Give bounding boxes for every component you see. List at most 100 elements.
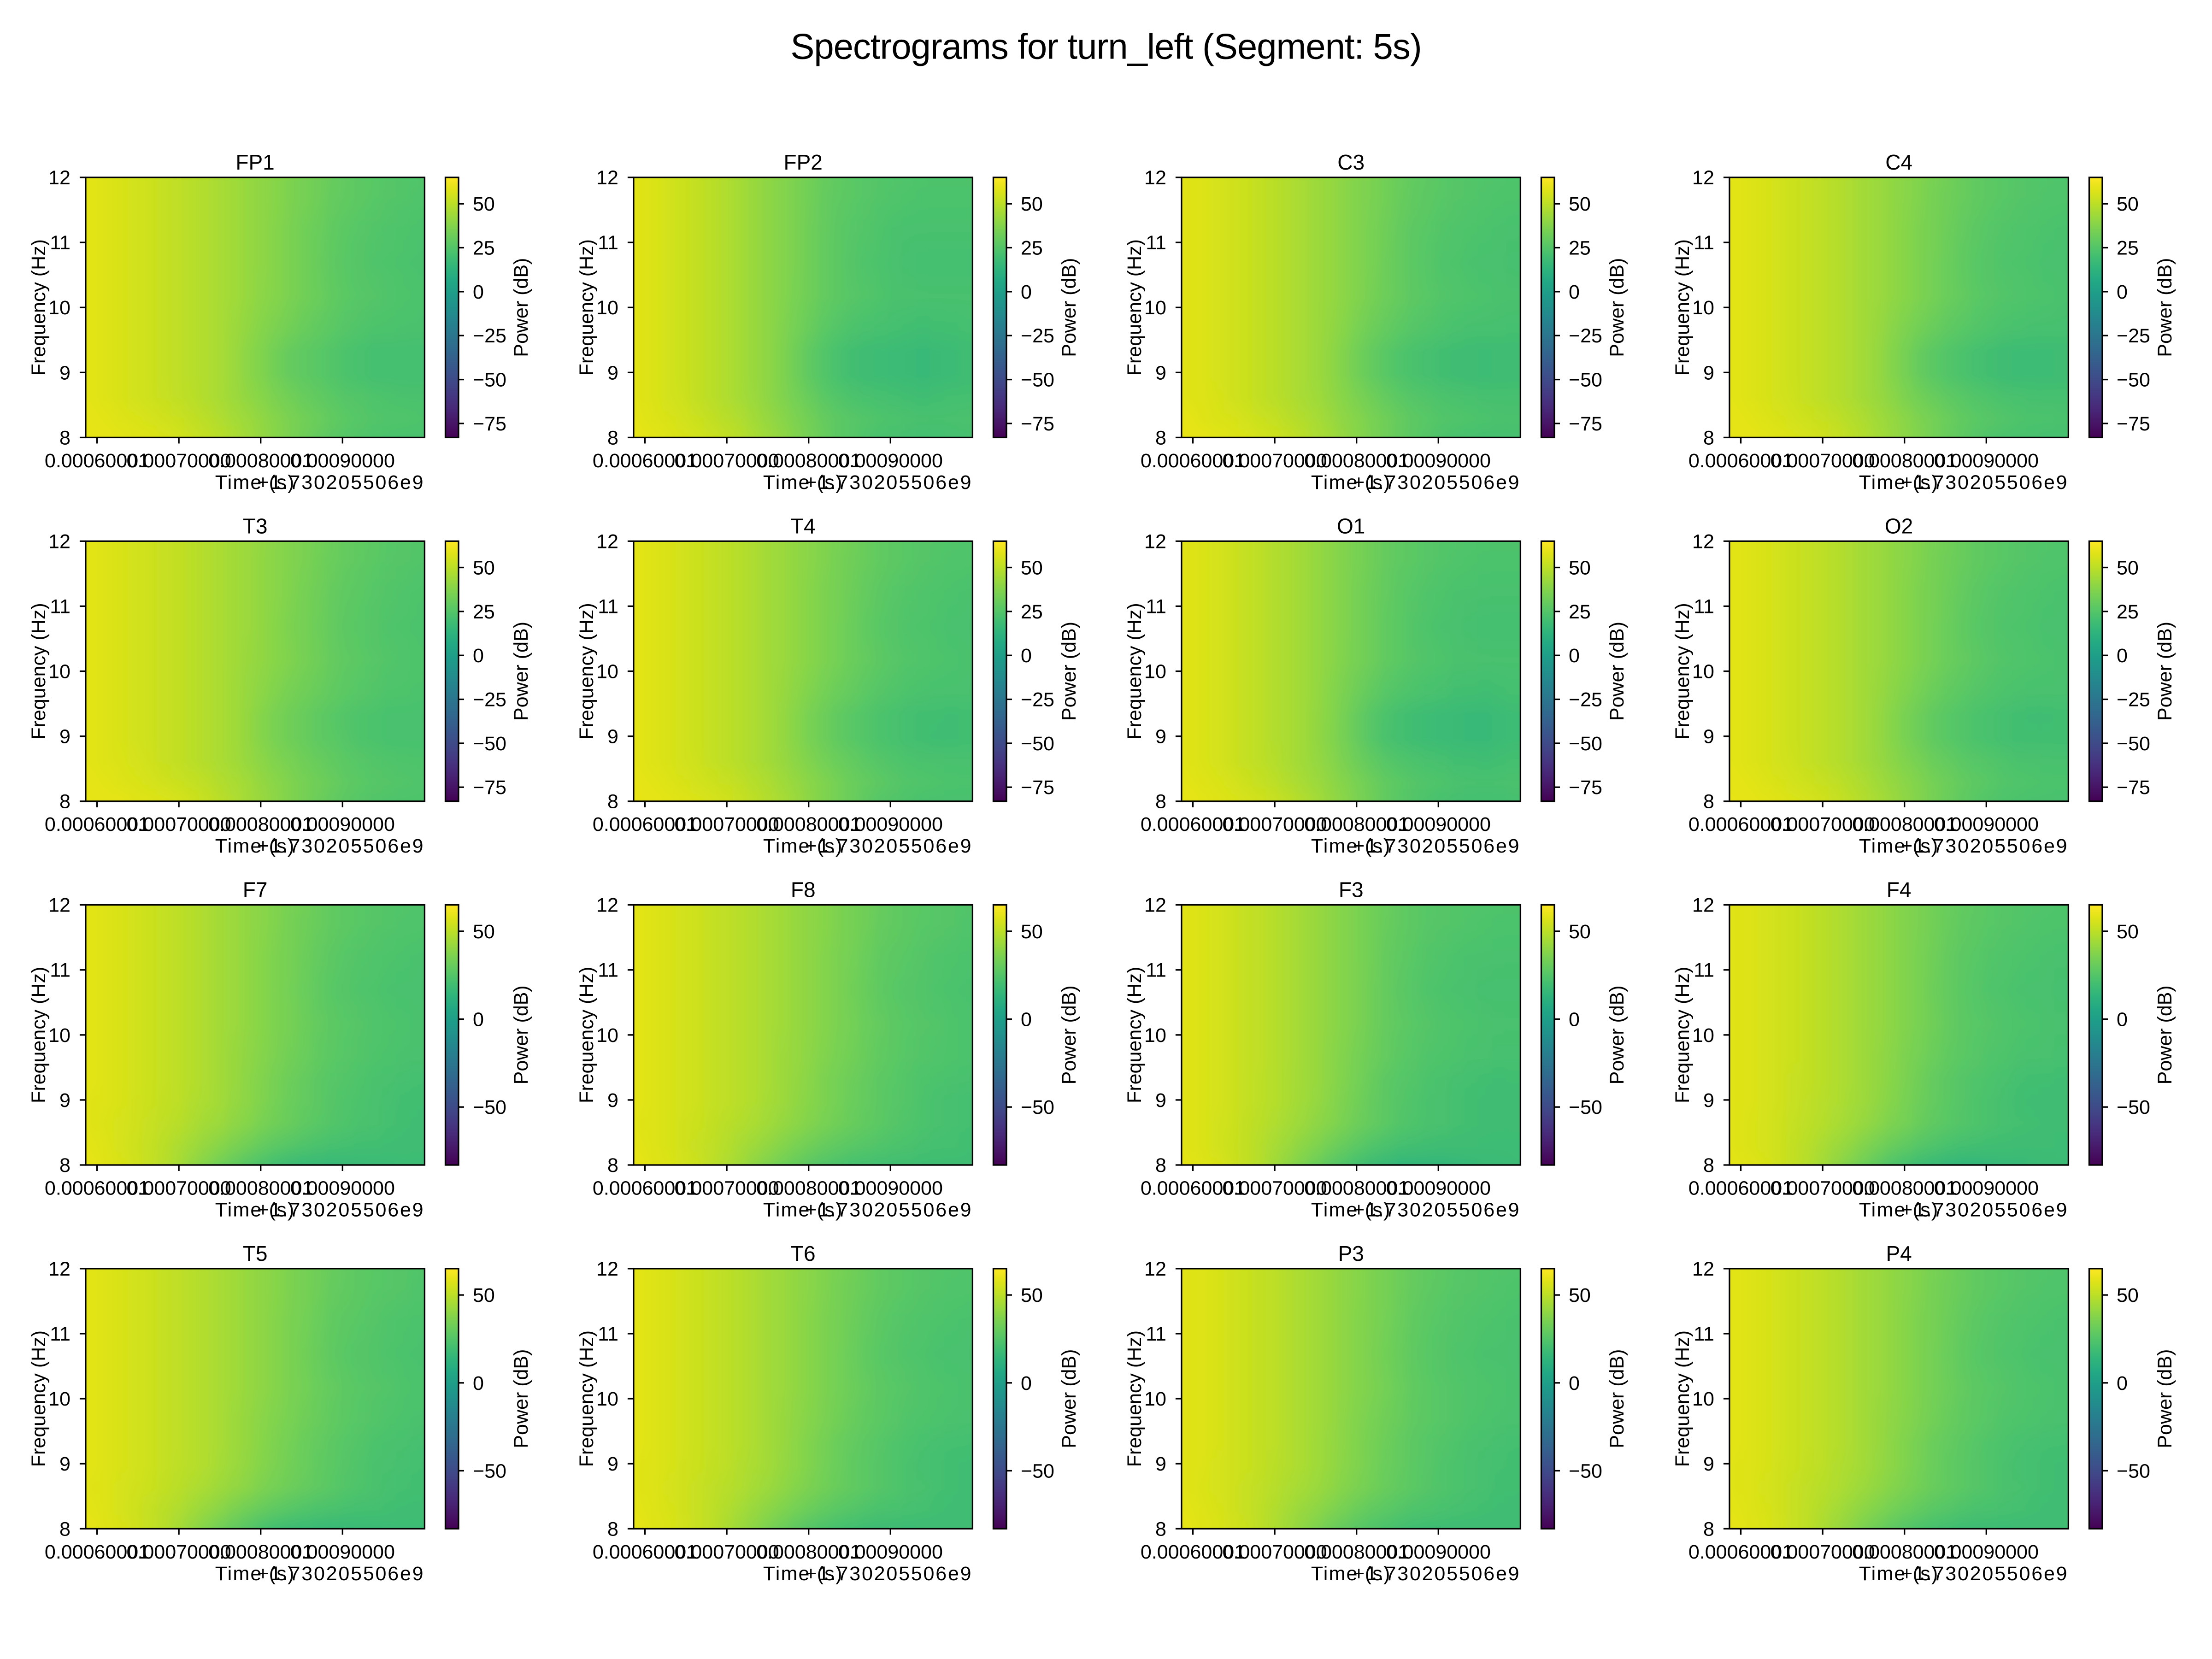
svg-text:0.00080001: 0.00080001: [1852, 1177, 1957, 1200]
svg-text:0.00080001: 0.00080001: [1852, 813, 1957, 835]
svg-text:−75: −75: [473, 413, 506, 435]
svg-text:−75: −75: [1569, 413, 1602, 435]
svg-text:11: 11: [598, 959, 618, 982]
svg-text:12: 12: [48, 167, 71, 189]
svg-text:10: 10: [48, 297, 71, 319]
svg-text:0.00060001: 0.00060001: [593, 450, 697, 472]
svg-text:0: 0: [2117, 645, 2128, 667]
svg-text:Power (dB): Power (dB): [1058, 1349, 1080, 1448]
svg-text:−25: −25: [473, 325, 506, 347]
svg-text:0: 0: [473, 1009, 484, 1031]
svg-text:Time (s): Time (s): [1311, 1563, 1391, 1585]
svg-text:F4: F4: [1887, 878, 1912, 902]
svg-text:8: 8: [607, 427, 618, 449]
svg-text:Power (dB): Power (dB): [1058, 258, 1080, 357]
svg-text:12: 12: [48, 894, 71, 917]
svg-text:0: 0: [473, 281, 484, 303]
svg-text:Frequency (Hz): Frequency (Hz): [576, 603, 598, 739]
svg-text:11: 11: [50, 595, 71, 618]
svg-text:9: 9: [1155, 1453, 1166, 1475]
svg-text:9: 9: [1155, 362, 1166, 384]
svg-text:Time (s): Time (s): [1311, 471, 1391, 494]
svg-text:0.00080001: 0.00080001: [1852, 1541, 1957, 1563]
svg-text:0: 0: [1021, 1372, 1032, 1394]
svg-text:11: 11: [598, 232, 618, 254]
svg-text:0.00060001: 0.00060001: [593, 813, 697, 835]
svg-text:T5: T5: [243, 1241, 268, 1265]
svg-text:8: 8: [59, 427, 71, 449]
svg-text:−75: −75: [473, 777, 506, 799]
svg-text:10: 10: [596, 297, 618, 319]
svg-text:−50: −50: [1569, 369, 1602, 391]
svg-text:0: 0: [2117, 1009, 2128, 1031]
svg-text:11: 11: [1694, 959, 1714, 982]
svg-text:25: 25: [1021, 237, 1043, 259]
svg-text:12: 12: [1692, 894, 1714, 917]
svg-text:T6: T6: [791, 1241, 816, 1265]
svg-text:Frequency (Hz): Frequency (Hz): [1124, 239, 1146, 376]
svg-text:11: 11: [598, 1323, 618, 1345]
svg-text:Time (s): Time (s): [215, 1563, 295, 1585]
svg-text:Time (s): Time (s): [763, 471, 843, 494]
svg-text:0: 0: [1021, 281, 1032, 303]
svg-text:Time (s): Time (s): [1311, 1199, 1391, 1221]
svg-text:Frequency (Hz): Frequency (Hz): [1671, 239, 1694, 376]
svg-text:8: 8: [1155, 427, 1166, 449]
svg-text:0.00070000: 0.00070000: [127, 450, 231, 472]
svg-text:F8: F8: [791, 878, 816, 902]
svg-text:9: 9: [607, 1089, 618, 1112]
svg-text:10: 10: [596, 1388, 618, 1410]
svg-text:0.00090000: 0.00090000: [290, 1541, 395, 1563]
svg-text:10: 10: [596, 1024, 618, 1047]
svg-text:−75: −75: [2117, 777, 2150, 799]
svg-text:0.00060001: 0.00060001: [1688, 1541, 1793, 1563]
svg-text:0.00080001: 0.00080001: [1304, 1177, 1409, 1200]
svg-text:−75: −75: [1569, 777, 1602, 799]
svg-text:0.00060001: 0.00060001: [1141, 1541, 1245, 1563]
svg-text:+1.730205506e9: +1.730205506e9: [1353, 1199, 1520, 1221]
svg-text:−50: −50: [1569, 1096, 1602, 1118]
svg-text:−75: −75: [1021, 413, 1054, 435]
svg-text:0.00090000: 0.00090000: [1386, 450, 1491, 472]
svg-text:8: 8: [1703, 791, 1714, 813]
svg-text:8: 8: [1155, 1154, 1166, 1177]
svg-text:9: 9: [607, 1453, 618, 1475]
svg-text:11: 11: [1146, 595, 1166, 618]
svg-text:9: 9: [1703, 1089, 1714, 1112]
svg-text:9: 9: [59, 1089, 71, 1112]
svg-text:9: 9: [607, 726, 618, 748]
svg-text:10: 10: [1692, 661, 1714, 683]
svg-text:0.00080001: 0.00080001: [1852, 450, 1957, 472]
svg-text:0.00090000: 0.00090000: [290, 1177, 395, 1200]
svg-text:+1.730205506e9: +1.730205506e9: [805, 1563, 972, 1585]
svg-text:0.00090000: 0.00090000: [1386, 1541, 1491, 1563]
svg-text:8: 8: [607, 1154, 618, 1177]
svg-text:0.00060001: 0.00060001: [45, 813, 149, 835]
svg-text:Power (dB): Power (dB): [2154, 258, 2176, 357]
svg-text:Time (s): Time (s): [1859, 835, 1939, 857]
svg-text:+1.730205506e9: +1.730205506e9: [257, 1199, 424, 1221]
svg-text:+1.730205506e9: +1.730205506e9: [805, 1199, 972, 1221]
svg-text:10: 10: [1144, 1024, 1166, 1047]
svg-text:0.00080001: 0.00080001: [1304, 450, 1409, 472]
svg-text:Power (dB): Power (dB): [1606, 622, 1628, 721]
svg-text:0.00060001: 0.00060001: [593, 1177, 697, 1200]
svg-text:+1.730205506e9: +1.730205506e9: [1901, 1199, 2068, 1221]
svg-text:O1: O1: [1337, 514, 1365, 538]
svg-text:Frequency (Hz): Frequency (Hz): [1671, 603, 1694, 739]
svg-text:0.00090000: 0.00090000: [1934, 1177, 2039, 1200]
svg-text:0: 0: [1021, 645, 1032, 667]
svg-text:11: 11: [598, 595, 618, 618]
svg-text:50: 50: [473, 921, 495, 943]
svg-text:9: 9: [607, 362, 618, 384]
svg-text:Power (dB): Power (dB): [1058, 985, 1080, 1084]
svg-text:25: 25: [1569, 601, 1591, 623]
svg-text:8: 8: [1703, 1518, 1714, 1540]
svg-text:12: 12: [1144, 1258, 1166, 1280]
svg-text:25: 25: [2117, 601, 2139, 623]
svg-text:−75: −75: [2117, 413, 2150, 435]
svg-text:0.00090000: 0.00090000: [1934, 813, 2039, 835]
svg-text:8: 8: [1703, 427, 1714, 449]
svg-text:0.00060001: 0.00060001: [45, 1177, 149, 1200]
svg-text:−25: −25: [1021, 689, 1054, 711]
